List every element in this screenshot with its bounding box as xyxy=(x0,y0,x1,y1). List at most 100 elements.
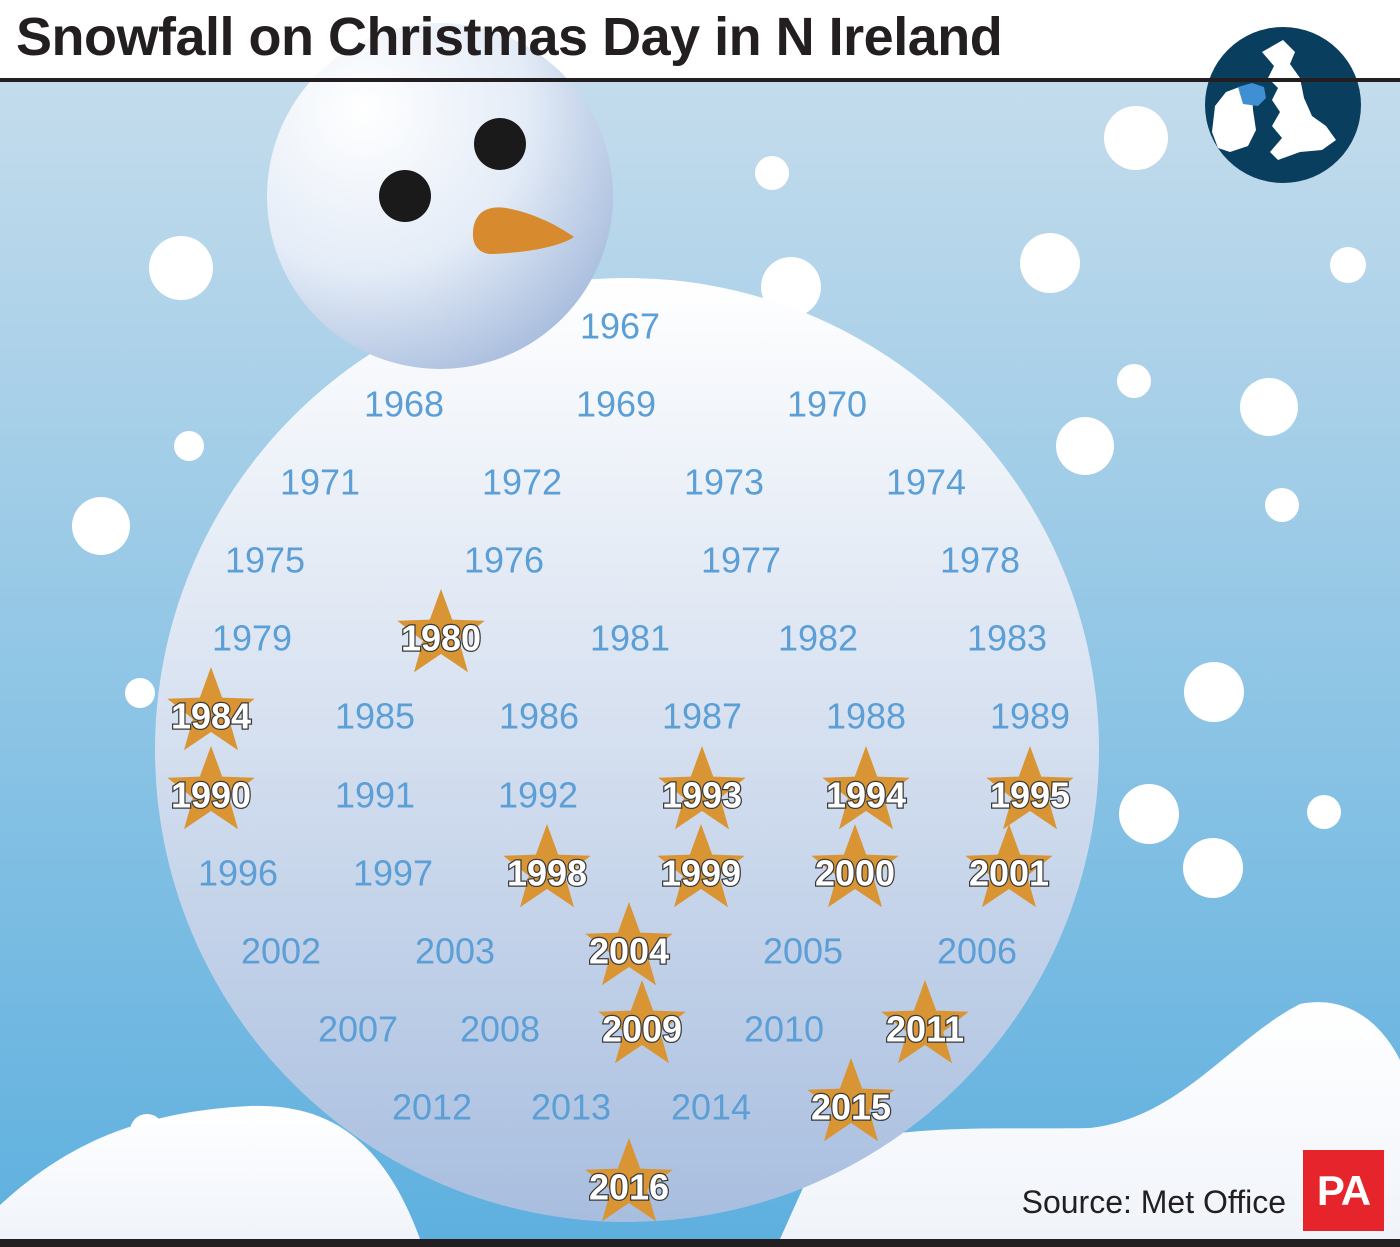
year-with-snow: 1999 xyxy=(657,824,745,908)
year-no-snow: 1977 xyxy=(701,540,781,581)
year-label: 1973 xyxy=(684,462,764,503)
star-icon xyxy=(503,824,591,908)
year-label: 2005 xyxy=(763,931,843,972)
year-label: 1976 xyxy=(464,540,544,581)
year-with-snow: 2009 xyxy=(598,980,686,1064)
star-icon xyxy=(811,824,899,908)
star-icon xyxy=(658,746,746,830)
year-no-snow: 1997 xyxy=(353,853,433,894)
year-label: 1983 xyxy=(967,618,1047,659)
year-no-snow: 2010 xyxy=(744,1009,824,1050)
year-label: 1982 xyxy=(778,618,858,659)
year-no-snow: 1985 xyxy=(335,696,415,737)
year-label: 2011 xyxy=(886,1009,964,1050)
star-icon xyxy=(585,1138,673,1222)
year-with-snow: 1994 xyxy=(822,746,910,830)
chart-title: Snowfall on Christmas Day in N Ireland xyxy=(16,7,1003,67)
year-label: 1998 xyxy=(507,853,587,894)
year-no-snow: 1982 xyxy=(778,618,858,659)
snowman-right-eye xyxy=(379,170,431,222)
year-label: 1990 xyxy=(171,775,251,816)
year-label: 1996 xyxy=(198,853,278,894)
year-label: 2002 xyxy=(241,931,321,972)
star-icon xyxy=(881,980,969,1064)
year-no-snow: 1991 xyxy=(335,775,415,816)
year-label: 1981 xyxy=(590,618,670,659)
year-label: 1975 xyxy=(225,540,305,581)
snowflakes xyxy=(72,106,1366,1148)
year-with-snow: 1980 xyxy=(397,589,485,673)
year-with-snow: 2011 xyxy=(881,980,969,1064)
year-label: 1991 xyxy=(335,775,415,816)
year-no-snow: 2014 xyxy=(671,1087,751,1128)
year-label: 2014 xyxy=(671,1087,751,1128)
year-no-snow: 1986 xyxy=(499,696,579,737)
year-label: 1994 xyxy=(826,775,906,816)
year-label: 2015 xyxy=(811,1087,891,1128)
year-no-snow: 1970 xyxy=(787,384,867,425)
year-with-snow: 2015 xyxy=(807,1058,895,1142)
year-with-snow: 2000 xyxy=(811,824,899,908)
year-label: 1971 xyxy=(280,462,360,503)
year-label: 1968 xyxy=(364,384,444,425)
year-label: 2008 xyxy=(460,1009,540,1050)
year-no-snow: 1987 xyxy=(662,696,742,737)
year-label: 2003 xyxy=(415,931,495,972)
year-with-snow: 1990 xyxy=(167,746,255,830)
year-label: 1988 xyxy=(826,696,906,737)
year-no-snow: 1969 xyxy=(576,384,656,425)
year-no-snow: 1967 xyxy=(580,306,660,347)
year-with-snow: 1984 xyxy=(167,667,255,751)
star-icon xyxy=(397,589,485,673)
star-icon xyxy=(585,902,673,986)
year-label: 1967 xyxy=(580,306,660,347)
year-label: 1987 xyxy=(662,696,742,737)
year-no-snow: 1975 xyxy=(225,540,305,581)
year-label: 1980 xyxy=(401,618,481,659)
year-no-snow: 1983 xyxy=(967,618,1047,659)
year-no-snow: 2008 xyxy=(460,1009,540,1050)
year-no-snow: 1972 xyxy=(482,462,562,503)
year-no-snow: 2012 xyxy=(392,1087,472,1128)
year-label: 2009 xyxy=(602,1009,682,1050)
year-label: 1970 xyxy=(787,384,867,425)
year-label: 2001 xyxy=(969,853,1049,894)
year-with-snow: 2016 xyxy=(585,1138,673,1222)
year-label: 2010 xyxy=(744,1009,824,1050)
star-icon xyxy=(657,824,745,908)
year-no-snow: 2006 xyxy=(937,931,1017,972)
year-no-snow: 1981 xyxy=(590,618,670,659)
year-label: 2007 xyxy=(318,1009,398,1050)
year-no-snow: 1978 xyxy=(940,540,1020,581)
year-no-snow: 2002 xyxy=(241,931,321,972)
year-label: 1972 xyxy=(482,462,562,503)
year-no-snow: 1971 xyxy=(280,462,360,503)
northern-ireland-shape xyxy=(1238,83,1266,106)
year-with-snow: 1998 xyxy=(503,824,591,908)
star-icon xyxy=(822,746,910,830)
star-icon xyxy=(807,1058,895,1142)
snow-ground-right xyxy=(780,1002,1400,1239)
great-britain-shape xyxy=(1262,40,1336,160)
year-label: 1969 xyxy=(576,384,656,425)
year-no-snow: 1989 xyxy=(990,696,1070,737)
year-no-snow: 2013 xyxy=(531,1087,611,1128)
year-label: 1992 xyxy=(498,775,578,816)
source-credit: Source: Met Office xyxy=(1021,1184,1286,1220)
carrot-nose-icon xyxy=(472,207,574,254)
snowman-left-eye xyxy=(474,118,526,170)
pa-logo: PA xyxy=(1303,1150,1384,1231)
year-label: 2000 xyxy=(815,853,895,894)
star-icon xyxy=(167,746,255,830)
year-label: 1989 xyxy=(990,696,1070,737)
year-no-snow: 1979 xyxy=(212,618,292,659)
year-no-snow: 1976 xyxy=(464,540,544,581)
snow-ground-left xyxy=(0,1105,420,1239)
year-label: 1997 xyxy=(353,853,433,894)
year-no-snow: 1968 xyxy=(364,384,444,425)
title-rule xyxy=(0,78,1400,82)
year-with-snow: 2004 xyxy=(585,902,673,986)
year-no-snow: 1974 xyxy=(886,462,966,503)
year-no-snow: 2007 xyxy=(318,1009,398,1050)
